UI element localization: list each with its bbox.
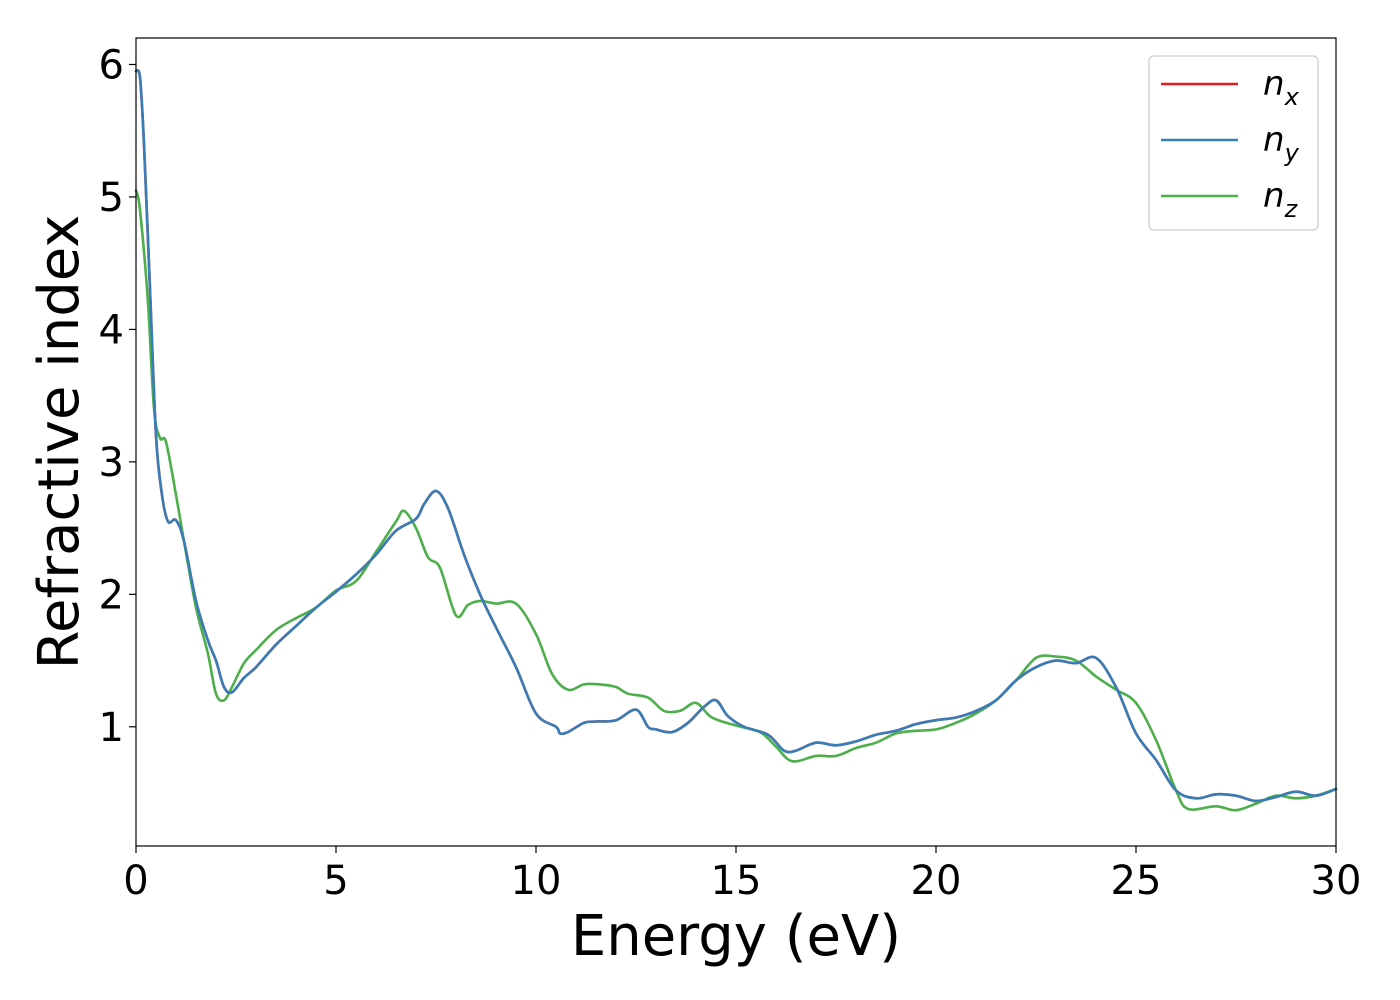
legend-label-nz: nz [1263, 176, 1299, 223]
x-tick-label: 30 [1311, 858, 1362, 904]
x-tick-label: 20 [911, 858, 962, 904]
legend-label-nx: nx [1263, 64, 1300, 111]
x-tick-label: 25 [1111, 858, 1162, 904]
series-layer [134, 68, 1338, 812]
y-tick-label: 2 [99, 572, 124, 618]
series-line-ny [134, 68, 1338, 803]
x-tick-label: 15 [711, 858, 762, 904]
y-axis-label: Refractive index [27, 215, 92, 670]
y-tick-label: 1 [99, 705, 124, 751]
legend: nx ny nz [1148, 55, 1319, 231]
y-tick-label: 6 [99, 42, 124, 88]
legend-label-ny: ny [1263, 120, 1300, 167]
x-axis-ticks: 0 5 10 15 20 25 30 [123, 846, 1361, 904]
x-tick-label: 0 [123, 858, 148, 904]
legend-box [1148, 55, 1319, 231]
x-tick-label: 5 [323, 858, 348, 904]
plot-area [136, 38, 1336, 846]
y-tick-label: 4 [99, 307, 124, 353]
y-axis-ticks: 1 2 3 4 5 6 [99, 42, 136, 751]
y-tick-label: 3 [99, 440, 124, 486]
y-tick-label: 5 [99, 175, 124, 221]
x-tick-label: 10 [511, 858, 562, 904]
x-axis-label: Energy (eV) [571, 904, 901, 969]
